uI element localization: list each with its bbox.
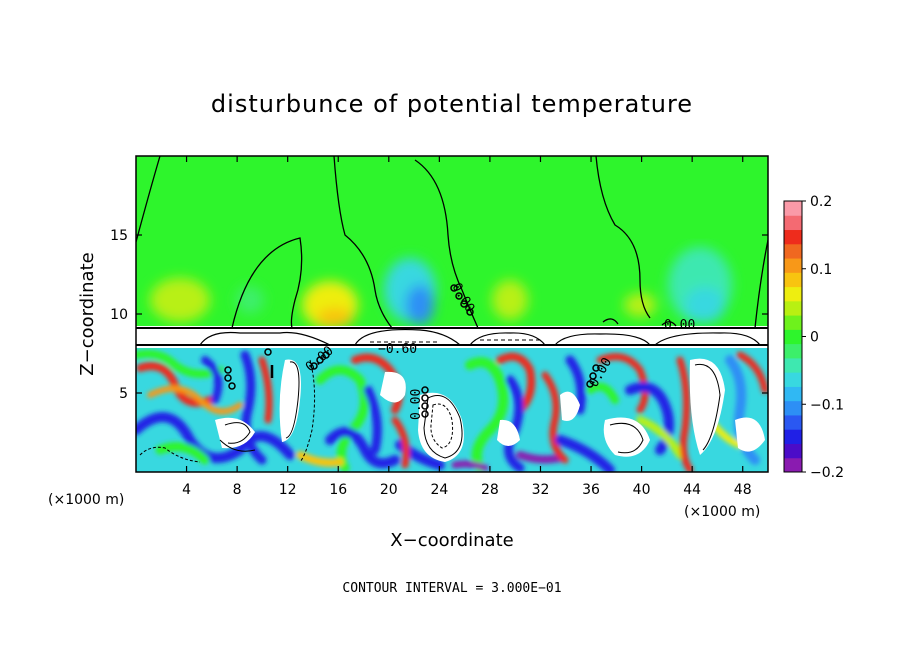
colorbar-swatch	[784, 414, 802, 430]
stable-layer-lines	[136, 327, 768, 346]
swirl-stroke	[147, 385, 243, 415]
colorbar-swatch	[784, 215, 802, 231]
lower-swirls	[136, 349, 768, 472]
swirl-stroke	[363, 385, 382, 455]
colorbar-swatch	[784, 429, 802, 444]
colorbar-swatch	[784, 372, 802, 387]
x-tick-label: 24	[430, 482, 448, 498]
y-tick-label: 10	[110, 307, 128, 323]
swirl-stroke	[516, 451, 564, 464]
colorbar-swatch	[784, 443, 802, 459]
swirl-stroke	[596, 353, 649, 414]
swirl-stroke	[676, 356, 694, 472]
x-tick-label: 28	[481, 482, 499, 498]
swirl-stroke	[736, 351, 768, 394]
colorbar-swatch	[784, 243, 802, 259]
colorbar-swatch	[784, 229, 802, 245]
colorbar-swatch	[784, 457, 802, 473]
colorbar-swatch	[784, 357, 802, 373]
swirl-stroke	[136, 362, 214, 407]
colorbar-swatch	[784, 258, 802, 273]
colorbar-swatch	[784, 272, 802, 288]
y-tick-label: 15	[110, 228, 128, 244]
swirl-stroke	[155, 442, 210, 465]
chart-title: disturbunce of potential temperature	[211, 90, 693, 118]
x-axis: 4 8 12 16 20 24 28 32 36 40 44 48	[182, 156, 752, 498]
x-tick-label: 16	[329, 482, 347, 498]
swirl-stroke	[240, 350, 267, 465]
colorbar-tick-label: −0.1	[810, 397, 844, 413]
stable-layer	[136, 326, 768, 348]
swirl-stroke	[541, 371, 569, 464]
x-tick-label: 20	[380, 482, 398, 498]
x-tick-label: 48	[734, 482, 752, 498]
colorbar-swatch	[784, 400, 802, 416]
x-axis-title: X−coordinate	[390, 530, 513, 551]
x-tick-label: 4	[182, 482, 191, 498]
colorbar-tick-label: 0.1	[810, 262, 832, 278]
x-unit-left: (×1000 m)	[48, 492, 124, 508]
contour-label: 0.00	[409, 389, 424, 420]
x-tick-label: 12	[279, 482, 297, 498]
x-tick-label: 36	[582, 482, 600, 498]
swirl-stroke	[586, 382, 619, 404]
contour-label: −0.60	[378, 342, 417, 357]
colorbar-swatch	[784, 329, 802, 345]
swirl-stroke	[496, 352, 536, 414]
contour-interval-note: CONTOUR INTERVAL = 3.000E−01	[342, 581, 561, 596]
colorbar-swatch	[784, 300, 802, 316]
swirl-stroke	[296, 451, 344, 467]
colorbar-swatch	[784, 201, 802, 216]
colorbar-swatch	[784, 315, 802, 330]
x-tick-label: 40	[633, 482, 651, 498]
upper-anomalies	[150, 247, 732, 329]
lower-contours	[139, 359, 721, 463]
colorbar-swatch	[784, 386, 802, 402]
colorbar-swatch	[784, 343, 802, 359]
swirl-stroke	[555, 435, 615, 472]
x-tick-label: 8	[233, 482, 242, 498]
swirl-stroke	[451, 460, 489, 472]
swirl-stroke	[258, 356, 273, 424]
x-unit-right: (×1000 m)	[684, 504, 760, 520]
swirl-stroke	[315, 365, 369, 472]
swirl-stroke	[136, 349, 224, 378]
colorbar	[783, 200, 803, 473]
swirl-stroke	[465, 357, 509, 472]
swirl-stroke	[565, 355, 586, 415]
colorbar-tick-label: 0	[810, 330, 819, 346]
swirl-stroke	[391, 416, 410, 469]
contour-lines	[136, 156, 768, 329]
colorbar-swatch	[784, 286, 802, 302]
x-tick-label: 44	[683, 482, 701, 498]
swirl-stroke	[136, 412, 295, 463]
swirl-stroke	[201, 356, 223, 404]
colorbar-tick-label: −0.2	[810, 465, 844, 481]
colorbar-labels: 0.2 0.1 0 −0.1 −0.2	[802, 194, 844, 481]
y-tick-label: 5	[119, 386, 128, 402]
y-axis-title: Z−coordinate	[77, 252, 98, 375]
contour-loops	[224, 284, 600, 418]
colorbar-tick-label: 0.2	[810, 194, 832, 210]
swirl-stroke	[325, 427, 400, 469]
x-tick-label: 32	[532, 482, 550, 498]
swirl-stroke	[636, 416, 684, 459]
plot-area	[136, 156, 768, 472]
y-axis: 5 10 15	[110, 228, 768, 402]
contour-label: 0.00	[664, 318, 695, 333]
